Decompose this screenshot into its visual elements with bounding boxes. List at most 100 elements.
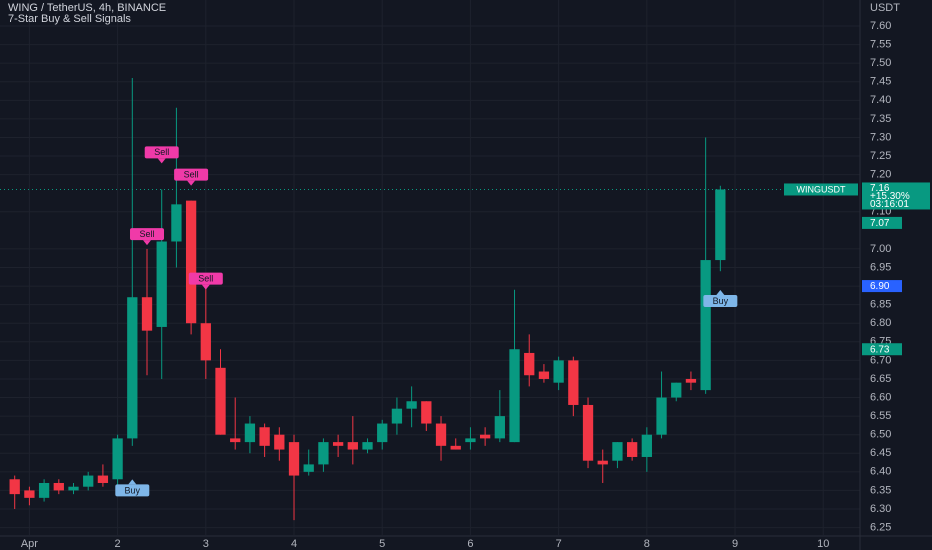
- price-badge-label: 6.90: [870, 281, 890, 292]
- x-tick-label: 3: [203, 538, 209, 550]
- y-tick-label: 6.45: [870, 447, 891, 459]
- candle-body: [24, 490, 35, 498]
- candle-body: [244, 423, 256, 443]
- x-tick-label: 10: [817, 538, 829, 550]
- y-tick-label: 7.35: [870, 113, 891, 125]
- last-price: 7.16: [870, 183, 890, 194]
- candle-body: [671, 382, 682, 398]
- signal-label: Buy: [125, 485, 141, 495]
- signal-label: Sell: [154, 147, 169, 157]
- symbol-badge: [784, 183, 858, 196]
- y-tick-label: 6.70: [870, 354, 891, 366]
- signal-box: [174, 168, 209, 181]
- candle-body: [112, 438, 123, 480]
- candle-body: [524, 352, 535, 376]
- candle-body: [185, 200, 197, 324]
- candle-body: [553, 360, 564, 383]
- y-tick-label: 6.50: [870, 429, 891, 441]
- signal-label: Sell: [184, 169, 199, 179]
- candle-body: [259, 427, 270, 446]
- signal-pointer: [716, 289, 725, 295]
- candle-body: [141, 297, 153, 331]
- candle-body: [274, 434, 285, 450]
- price-badge: [862, 216, 902, 229]
- signal-marker: Sell: [130, 228, 165, 246]
- y-tick-label: 7.00: [870, 243, 891, 255]
- x-tick-label: 2: [115, 538, 121, 550]
- candle-body: [509, 349, 520, 443]
- candle-body: [332, 442, 344, 446]
- candle-body: [347, 442, 358, 450]
- y-tick-label: 6.95: [870, 261, 891, 273]
- y-tick-label: 7.30: [870, 131, 891, 143]
- signal-marker: Sell: [188, 272, 223, 290]
- y-tick-label: 6.80: [870, 317, 891, 329]
- candle-body: [377, 423, 388, 443]
- y-tick-label: 6.60: [870, 391, 891, 403]
- candle-body: [435, 423, 447, 446]
- signal-label: Buy: [713, 296, 729, 306]
- signal-box: [130, 228, 165, 241]
- candle-body: [406, 401, 417, 409]
- signal-pointer: [201, 284, 210, 290]
- candle-body: [230, 438, 241, 443]
- candle-body: [597, 460, 608, 465]
- y-tick-label: 6.35: [870, 484, 891, 496]
- y-tick-label: 6.85: [870, 299, 891, 311]
- signal-marker: Sell: [174, 168, 209, 186]
- y-tick-label: 6.30: [870, 503, 891, 515]
- candle-body: [715, 189, 726, 261]
- y-tick-label: 6.40: [870, 466, 891, 478]
- candle-body: [450, 445, 461, 450]
- y-tick-label: 7.20: [870, 169, 891, 181]
- candle-body: [200, 323, 211, 361]
- candle-body: [494, 416, 505, 439]
- y-tick-label: 7.45: [870, 76, 891, 88]
- signal-label: Sell: [198, 274, 213, 284]
- candle-body: [303, 464, 314, 472]
- candle-body: [97, 475, 109, 483]
- signal-pointer: [157, 158, 166, 164]
- last-price-badge: [862, 182, 930, 210]
- candle-body: [171, 204, 182, 242]
- signal-box: [703, 294, 738, 307]
- indicator-name: 7-Star Buy & Sell Signals: [8, 13, 131, 25]
- x-tick-label: 6: [467, 538, 473, 550]
- candle-body: [421, 401, 432, 424]
- candle-body: [568, 360, 579, 405]
- x-tick-label: 4: [291, 538, 297, 550]
- candle-body: [465, 438, 476, 443]
- y-tick-label: 6.65: [870, 373, 891, 385]
- candle-body: [641, 434, 652, 457]
- y-tick-label: 7.60: [870, 20, 891, 32]
- y-tick-label: 6.55: [870, 410, 891, 422]
- candle-body: [127, 297, 138, 439]
- signal-marker: Buy: [115, 479, 150, 497]
- signal-pointer: [187, 180, 196, 186]
- price-badge-label: 7.07: [870, 218, 890, 229]
- countdown: 03:16:01: [870, 199, 909, 210]
- candle-body: [700, 260, 711, 391]
- price-badge-label: 6.73: [870, 344, 890, 355]
- signal-box: [115, 484, 150, 497]
- y-tick-label: 6.25: [870, 521, 891, 533]
- candle-body: [38, 482, 50, 498]
- signal-pointer: [128, 479, 137, 485]
- chart-title: WING / TetherUS, 4h, BINANCE: [8, 2, 166, 14]
- candle-body: [53, 482, 64, 491]
- signal-label: Sell: [140, 229, 155, 239]
- candle-body: [582, 404, 594, 461]
- x-tick-label: Apr: [21, 538, 38, 550]
- y-tick-label: 7.50: [870, 57, 891, 69]
- plot: Buy Sell Sell Sell Sell Buy: [0, 78, 860, 521]
- x-tick-label: 5: [379, 538, 385, 550]
- price-badge: [862, 280, 902, 293]
- candle-body: [685, 378, 697, 383]
- candle-body: [479, 434, 491, 439]
- candle-body: [215, 367, 226, 435]
- y-tick-label: 7.25: [870, 150, 891, 162]
- x-tick-label: 8: [644, 538, 650, 550]
- candle-body: [288, 442, 300, 476]
